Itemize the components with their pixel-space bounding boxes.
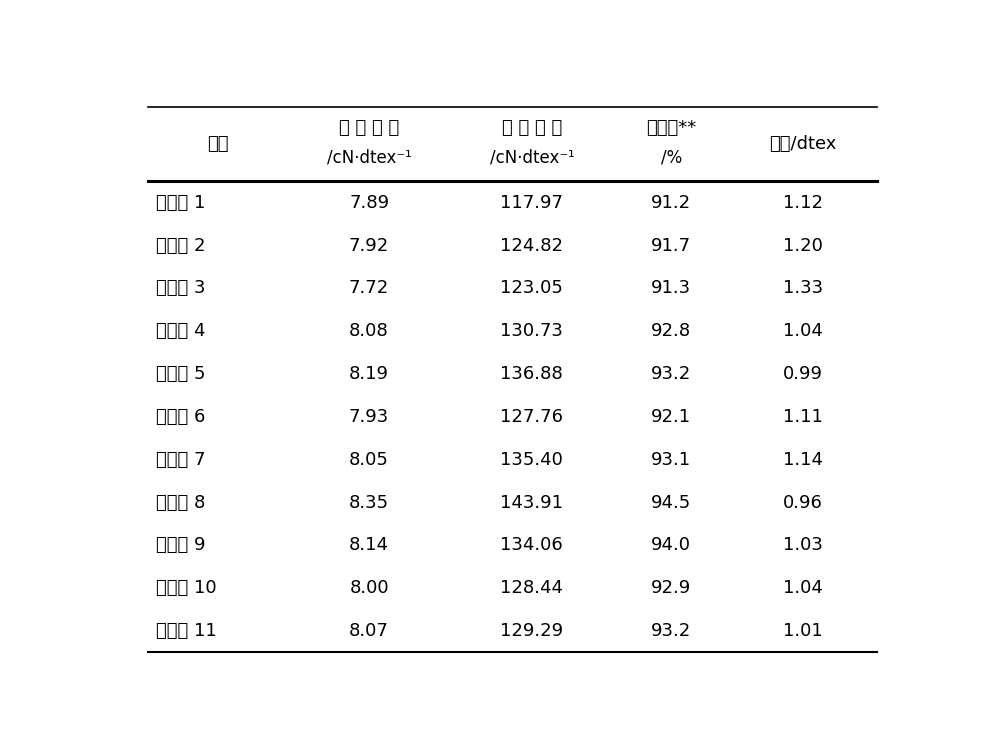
Text: 实施例 7: 实施例 7 — [156, 451, 206, 468]
Text: 原丝: 原丝 — [207, 135, 229, 153]
Text: 7.93: 7.93 — [349, 408, 389, 426]
Text: 8.14: 8.14 — [349, 536, 389, 554]
Text: 实施例 9: 实施例 9 — [156, 536, 206, 554]
Text: 93.2: 93.2 — [651, 365, 692, 383]
Text: 91.7: 91.7 — [651, 236, 691, 254]
Text: 0.99: 0.99 — [783, 365, 823, 383]
Text: 1.11: 1.11 — [783, 408, 823, 426]
Text: 136.88: 136.88 — [501, 365, 563, 383]
Text: 实施例 2: 实施例 2 — [156, 236, 206, 254]
Text: 93.1: 93.1 — [651, 451, 691, 468]
Text: 7.89: 7.89 — [349, 194, 389, 212]
Text: 94.0: 94.0 — [651, 536, 691, 554]
Text: 94.5: 94.5 — [651, 494, 692, 512]
Text: 实施例 3: 实施例 3 — [156, 280, 206, 298]
Text: 91.3: 91.3 — [651, 280, 691, 298]
Text: 取向度**: 取向度** — [646, 119, 696, 137]
Text: 实施例 5: 实施例 5 — [156, 365, 206, 383]
Text: 实施例 11: 实施例 11 — [156, 622, 217, 640]
Text: 8.05: 8.05 — [349, 451, 389, 468]
Text: 0.96: 0.96 — [783, 494, 823, 512]
Text: 143.91: 143.91 — [500, 494, 563, 512]
Text: 纤度/dtex: 纤度/dtex — [769, 135, 837, 153]
Text: 1.12: 1.12 — [783, 194, 823, 212]
Text: 1.01: 1.01 — [783, 622, 823, 640]
Text: 130.73: 130.73 — [500, 322, 563, 340]
Text: 拉 伸 强 度: 拉 伸 强 度 — [339, 119, 399, 137]
Text: 8.19: 8.19 — [349, 365, 389, 383]
Text: 8.07: 8.07 — [349, 622, 389, 640]
Text: 实施例 1: 实施例 1 — [156, 194, 205, 212]
Text: 8.08: 8.08 — [349, 322, 389, 340]
Text: 93.2: 93.2 — [651, 622, 692, 640]
Text: 92.9: 92.9 — [651, 579, 692, 598]
Text: 1.03: 1.03 — [783, 536, 823, 554]
Text: 1.04: 1.04 — [783, 579, 823, 598]
Text: 92.1: 92.1 — [651, 408, 691, 426]
Text: 92.8: 92.8 — [651, 322, 691, 340]
Text: 1.33: 1.33 — [783, 280, 823, 298]
Text: /cN·dtex⁻¹: /cN·dtex⁻¹ — [490, 148, 574, 166]
Text: 7.72: 7.72 — [349, 280, 389, 298]
Text: 124.82: 124.82 — [500, 236, 563, 254]
Text: 129.29: 129.29 — [500, 622, 563, 640]
Text: 135.40: 135.40 — [500, 451, 563, 468]
Text: 1.20: 1.20 — [783, 236, 823, 254]
Text: 127.76: 127.76 — [500, 408, 563, 426]
Text: 7.92: 7.92 — [349, 236, 389, 254]
Text: /cN·dtex⁻¹: /cN·dtex⁻¹ — [327, 148, 412, 166]
Text: 123.05: 123.05 — [500, 280, 563, 298]
Text: 实施例 10: 实施例 10 — [156, 579, 217, 598]
Text: 134.06: 134.06 — [501, 536, 563, 554]
Text: 实施例 4: 实施例 4 — [156, 322, 206, 340]
Text: /%: /% — [661, 148, 682, 166]
Text: 117.97: 117.97 — [500, 194, 563, 212]
Text: 1.14: 1.14 — [783, 451, 823, 468]
Text: 实施例 6: 实施例 6 — [156, 408, 205, 426]
Text: 91.2: 91.2 — [651, 194, 691, 212]
Text: 128.44: 128.44 — [500, 579, 563, 598]
Text: 1.04: 1.04 — [783, 322, 823, 340]
Text: 拉 伸 模 量: 拉 伸 模 量 — [502, 119, 562, 137]
Text: 8.35: 8.35 — [349, 494, 389, 512]
Text: 8.00: 8.00 — [349, 579, 389, 598]
Text: 实施例 8: 实施例 8 — [156, 494, 205, 512]
